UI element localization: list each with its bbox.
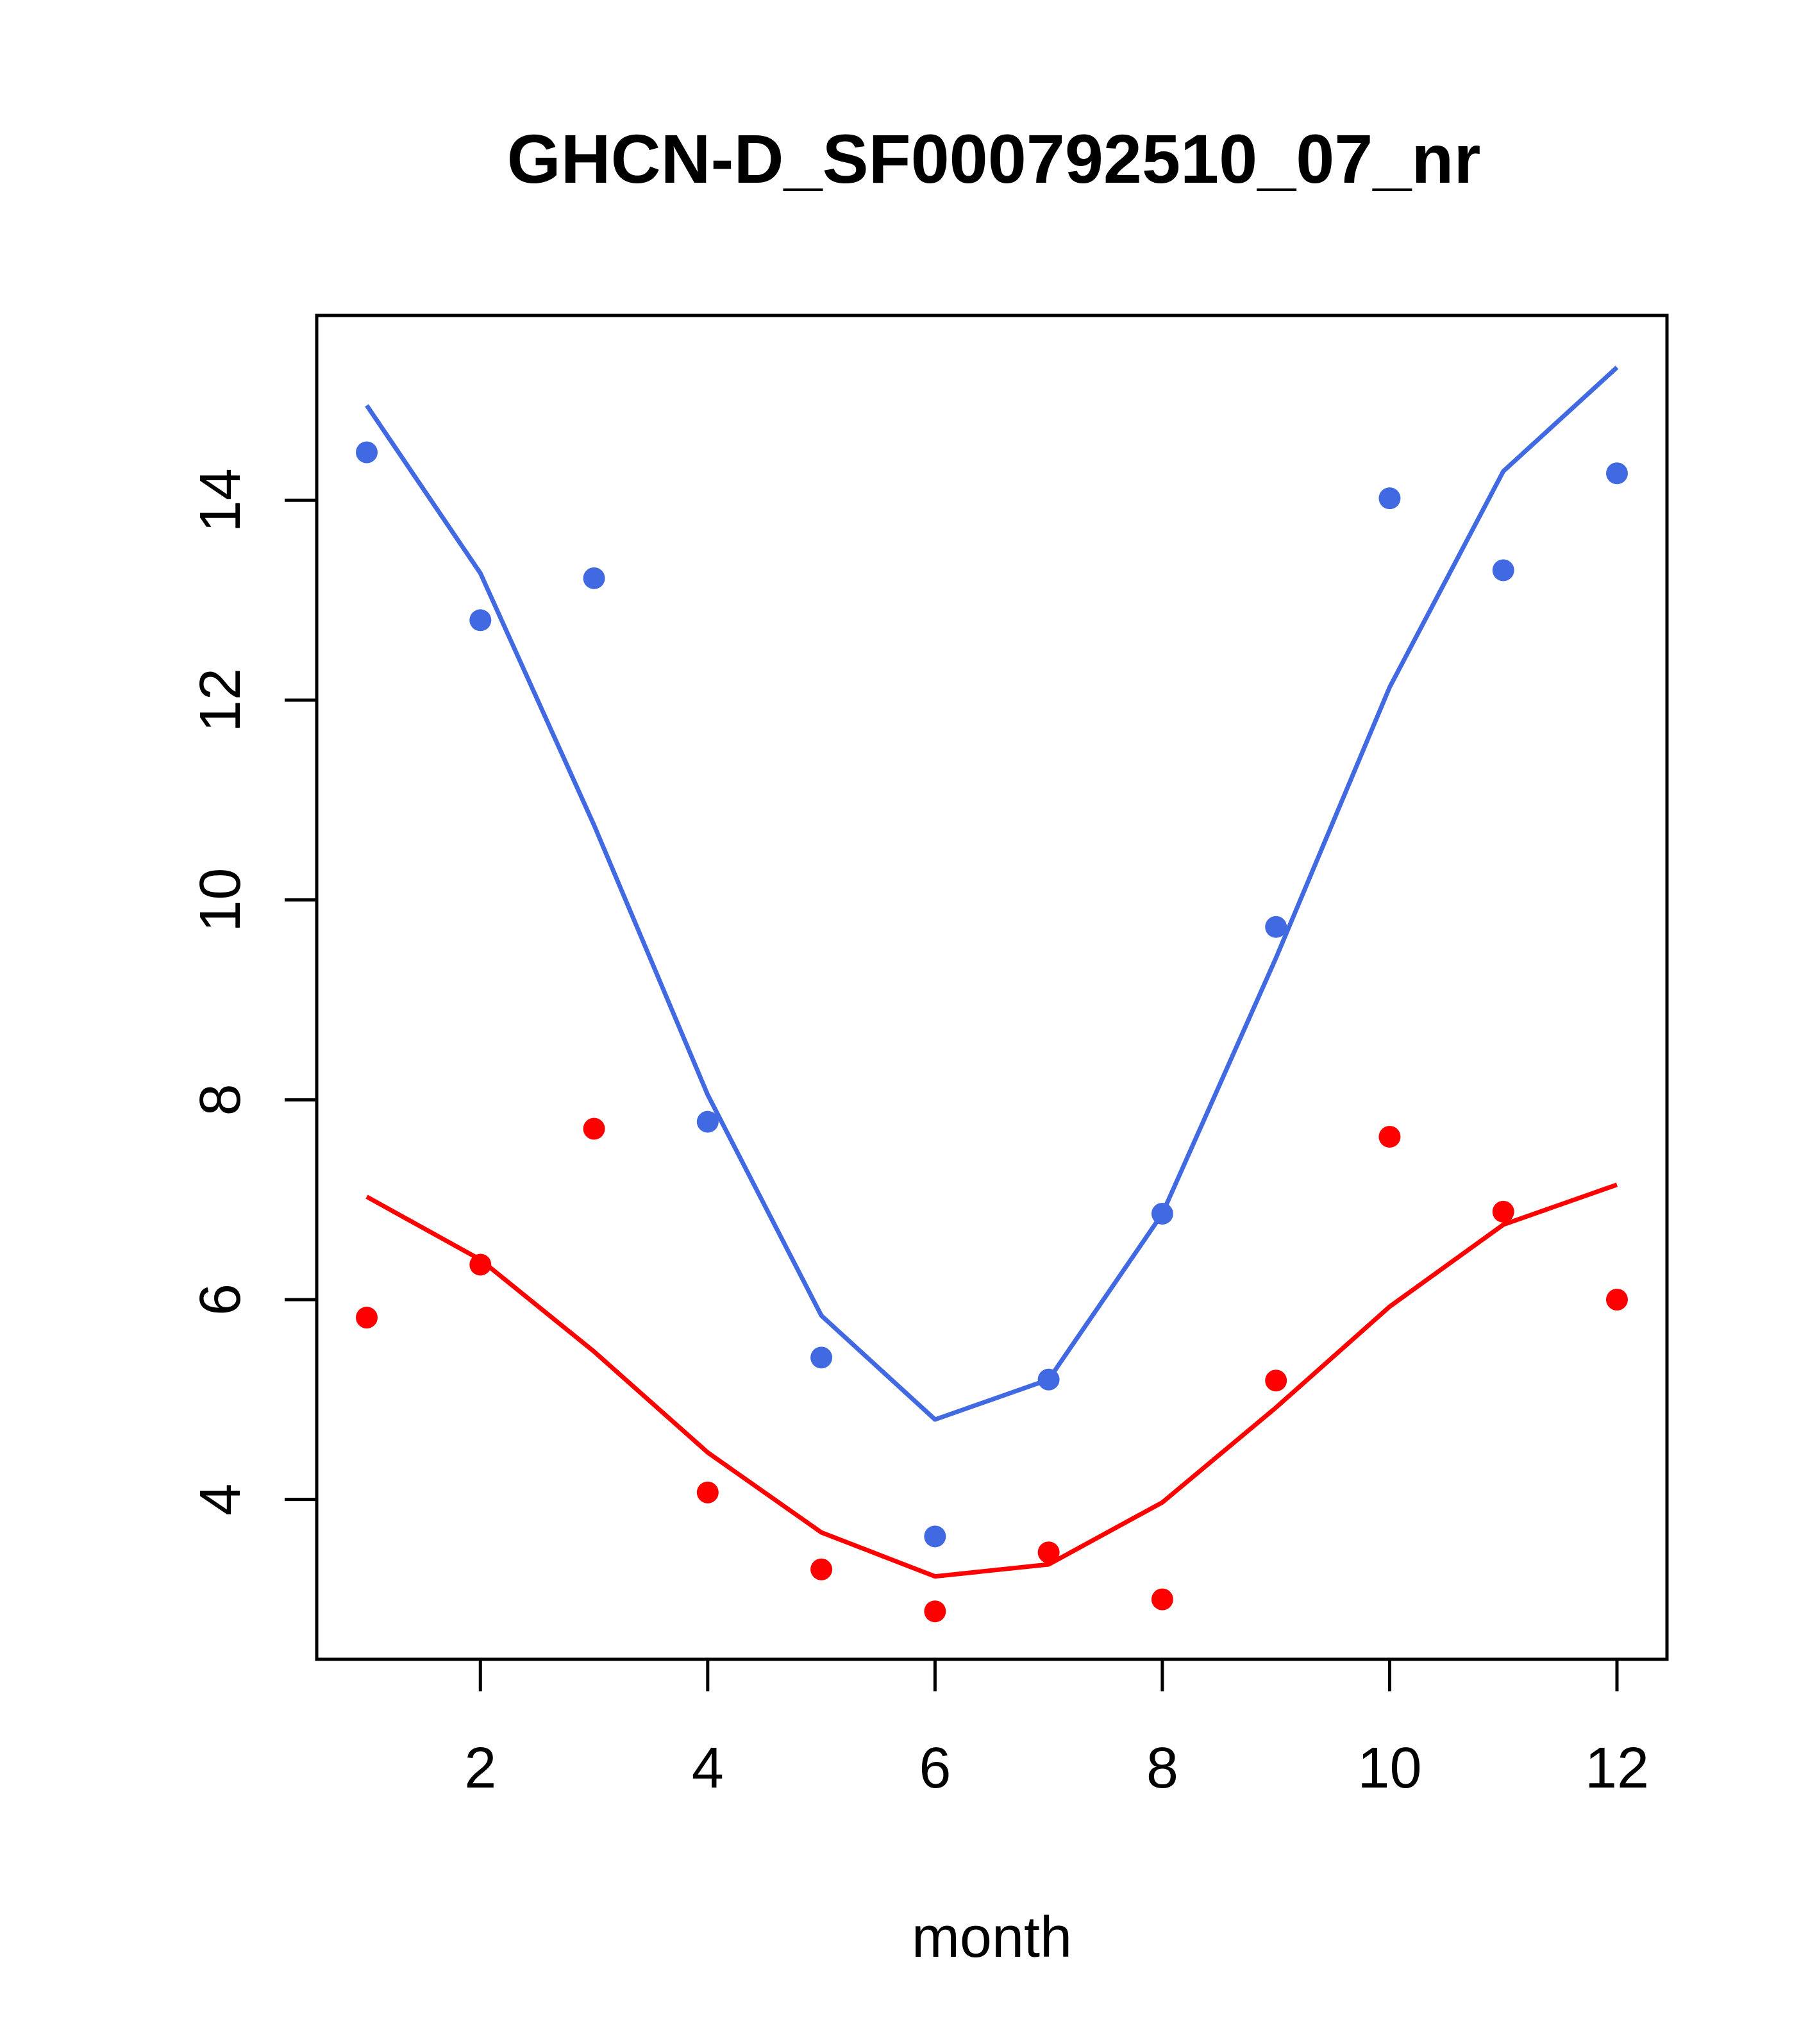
x-tick-label: 6 bbox=[919, 1736, 951, 1800]
series-1-point bbox=[696, 1481, 719, 1504]
series-0-point bbox=[1037, 1368, 1060, 1391]
series-1-point bbox=[469, 1253, 492, 1276]
plot-frame bbox=[315, 314, 1669, 1661]
chart-title: GHCN-D_SF000792510_07_nr bbox=[507, 120, 1481, 197]
x-axis-label: month bbox=[912, 1906, 1072, 1970]
x-axis: 2 4 6 8 10 12 bbox=[464, 1657, 1649, 1800]
series-layer bbox=[356, 365, 1628, 1623]
series-0-point bbox=[924, 1525, 946, 1548]
x-tick-label: 10 bbox=[1357, 1736, 1421, 1800]
series-1-point bbox=[1606, 1288, 1628, 1311]
series-0-point bbox=[583, 567, 605, 589]
series-0-point bbox=[1606, 462, 1628, 485]
series-0-point bbox=[469, 609, 492, 632]
series-1-line bbox=[365, 1182, 1618, 1579]
series-1-point bbox=[356, 1307, 378, 1329]
series-0-point bbox=[696, 1110, 719, 1133]
series-0-point bbox=[1151, 1202, 1173, 1225]
y-axis: 4 6 8 10 12 14 bbox=[188, 468, 319, 1516]
y-tick-label: 4 bbox=[188, 1484, 253, 1516]
series-1-point bbox=[1151, 1588, 1173, 1611]
series-0-line bbox=[365, 365, 1619, 1422]
series-1-point bbox=[1037, 1541, 1060, 1564]
y-tick-label: 6 bbox=[188, 1284, 253, 1316]
series-0-point bbox=[810, 1346, 833, 1369]
series-0-point bbox=[1378, 487, 1401, 510]
series-1-point bbox=[924, 1600, 946, 1623]
y-tick-label: 8 bbox=[188, 1084, 253, 1116]
y-tick-label: 10 bbox=[188, 868, 253, 932]
y-tick-label: 14 bbox=[188, 468, 253, 532]
series-1-point bbox=[1378, 1125, 1401, 1148]
x-tick-label: 4 bbox=[692, 1736, 724, 1800]
series-1-point bbox=[1265, 1370, 1287, 1392]
series-1-point bbox=[810, 1558, 833, 1580]
series-0-point bbox=[356, 441, 378, 464]
x-tick-label: 2 bbox=[464, 1736, 496, 1800]
y-tick-label: 12 bbox=[188, 668, 253, 732]
series-0-point bbox=[1265, 916, 1287, 938]
x-tick-label: 8 bbox=[1146, 1736, 1178, 1800]
x-tick-label: 12 bbox=[1585, 1736, 1649, 1800]
series-1-point bbox=[1492, 1200, 1514, 1223]
series-1-point bbox=[583, 1118, 605, 1140]
series-0-point bbox=[1492, 559, 1514, 582]
